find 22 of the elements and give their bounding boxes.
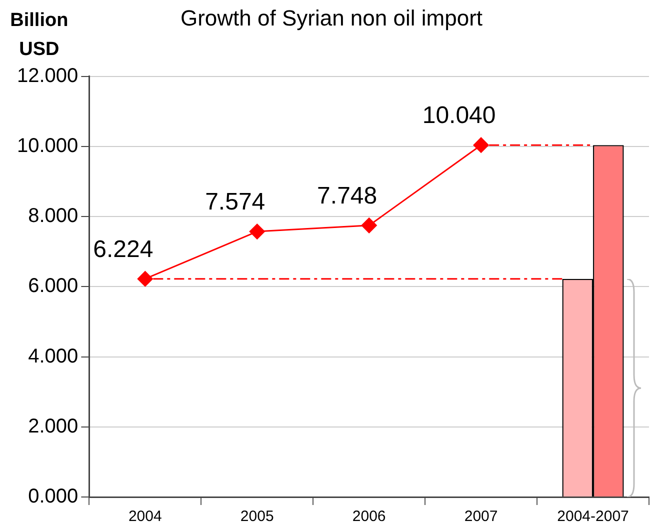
x-tick-label: 2006 — [352, 508, 386, 526]
y-tick-label: 10.000 — [17, 135, 78, 158]
data-label: 10.040 — [422, 102, 496, 130]
data-label: 7.748 — [317, 182, 378, 210]
y-tick-label: 8.000 — [28, 205, 78, 228]
x-tick-label: 2005 — [240, 508, 274, 526]
point — [249, 224, 265, 240]
data-label: 7.574 — [205, 188, 266, 216]
y-axis-title: Billion USD — [10, 10, 68, 60]
x-tick-label: 2004 — [128, 508, 162, 526]
point — [137, 271, 153, 287]
y-tick-label: 0.000 — [28, 486, 78, 508]
y-tick-label: 4.000 — [28, 345, 78, 368]
point — [361, 218, 377, 234]
x-tick-label: 2004-2007 — [557, 508, 629, 526]
x-tick-label: 2007 — [464, 508, 498, 526]
data-label: 6.224 — [93, 236, 154, 263]
y-tick-label: 12.000 — [17, 64, 78, 87]
y-tick-label: 2.000 — [28, 415, 78, 438]
chart-title: Growth of Syrian non oil import — [180, 5, 483, 30]
y-tick-label: 6.000 — [28, 275, 78, 298]
point — [473, 137, 489, 153]
